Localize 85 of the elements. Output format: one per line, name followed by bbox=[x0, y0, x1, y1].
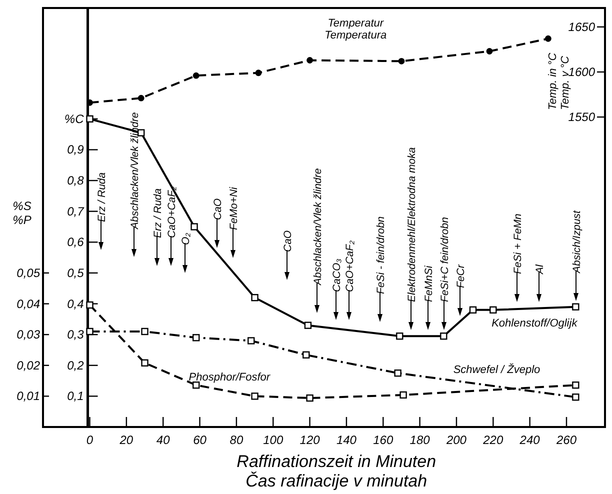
point bbox=[251, 294, 258, 302]
annotation: Abschlacken/Vlek žlindre bbox=[312, 168, 324, 286]
series-label: Phosphor/Fosfor bbox=[188, 372, 272, 384]
point bbox=[86, 301, 94, 309]
series-label: Kohlenstoff/Oglijk bbox=[492, 317, 578, 330]
point bbox=[86, 115, 94, 123]
annotation: FeSi+C fein/drobn bbox=[439, 216, 451, 302]
x-tick-label: 260 bbox=[555, 433, 577, 447]
point bbox=[572, 382, 580, 389]
annotation: FeCr bbox=[455, 264, 467, 288]
annotation: CaO+CaF₂ bbox=[344, 240, 356, 292]
y3-tick-label: 0,04 bbox=[16, 296, 40, 311]
y-tick-label: 0,7 bbox=[67, 204, 86, 218]
point bbox=[440, 332, 448, 340]
x-tick-label: 100 bbox=[263, 433, 284, 447]
annotation: Erz / Ruda bbox=[152, 188, 164, 238]
annotation: Absich/Izpust bbox=[571, 209, 583, 274]
point bbox=[572, 394, 580, 401]
x-tick-label: 120 bbox=[300, 433, 320, 447]
point bbox=[192, 334, 200, 342]
x-tick-label: 140 bbox=[336, 433, 357, 447]
y-tick-label: 0,2 bbox=[67, 358, 84, 372]
annotation: CaO+CaF₂ bbox=[166, 186, 178, 238]
y-tick-label: %C bbox=[64, 112, 84, 126]
annotation: CaO bbox=[212, 198, 224, 220]
point bbox=[306, 394, 314, 402]
x-tick-label: 220 bbox=[482, 433, 504, 447]
point bbox=[304, 322, 312, 329]
x-tick-label: 80 bbox=[230, 433, 244, 447]
point bbox=[572, 303, 580, 310]
point bbox=[544, 35, 552, 42]
point bbox=[248, 337, 255, 344]
y2-tick-label: 1600 bbox=[568, 64, 596, 79]
x-axis-title: Raffinationszeit in Minuten Čas rafinacije v minutah bbox=[236, 452, 436, 491]
y-tick-label: 0,4 bbox=[67, 296, 84, 311]
x-tick-label: 180 bbox=[410, 433, 430, 447]
x-tick-label: 20 bbox=[118, 433, 134, 447]
x-tick-label: 200 bbox=[445, 433, 467, 447]
point bbox=[255, 70, 262, 76]
annotation: FeMo+Ni bbox=[228, 186, 240, 230]
y-tick-label: 0,5 bbox=[67, 266, 84, 280]
y3-tick-label: 0,02 bbox=[16, 358, 40, 372]
annotation: FeSi - fein/drobn bbox=[375, 216, 387, 294]
y3-tick-label: 0,05 bbox=[16, 266, 40, 280]
point bbox=[490, 306, 497, 314]
x-tick-label: 240 bbox=[518, 433, 540, 447]
annotation: CaO bbox=[282, 230, 294, 252]
point bbox=[86, 328, 94, 336]
x-tick-label: 60 bbox=[193, 433, 207, 447]
point bbox=[141, 328, 148, 336]
point bbox=[141, 359, 148, 367]
point bbox=[486, 48, 493, 54]
y-tick-label: 0,8 bbox=[67, 174, 84, 188]
series-label: Temperatur Temperatura bbox=[324, 18, 387, 42]
point bbox=[398, 58, 405, 64]
point bbox=[394, 369, 402, 377]
y-tick-label: 0,1 bbox=[67, 389, 84, 404]
point bbox=[306, 57, 313, 64]
point bbox=[190, 223, 198, 230]
x-tick-label: 0 bbox=[86, 433, 94, 447]
y-tick-label: 0,9 bbox=[67, 142, 84, 157]
annotation: CaCO₃ bbox=[331, 258, 343, 292]
point bbox=[192, 72, 200, 79]
x-tick-label: 160 bbox=[373, 433, 394, 447]
annotation: FeMnSi bbox=[423, 265, 435, 302]
annotation: O₂ bbox=[180, 232, 192, 245]
y3-axis-title: %S %P bbox=[12, 199, 32, 227]
y3-tick-label: 0,03 bbox=[16, 328, 40, 342]
y-tick-label: 0,6 bbox=[67, 235, 84, 250]
y3-tick-label: 0,01 bbox=[16, 389, 40, 404]
annotation: Al bbox=[534, 264, 546, 275]
x-tick-label: 40 bbox=[156, 433, 170, 447]
annotation: FeSi + FeMn bbox=[512, 213, 524, 274]
y2-tick-label: 1650 bbox=[568, 20, 596, 34]
y-tick-label: 0,3 bbox=[67, 328, 84, 342]
y2-tick-label: 1550 bbox=[568, 110, 596, 124]
point bbox=[251, 392, 258, 400]
series-label: Schwefel / Žveplo bbox=[453, 363, 540, 376]
point bbox=[396, 332, 404, 340]
annotation: Erz / Ruda bbox=[96, 172, 108, 222]
point bbox=[302, 351, 310, 359]
point bbox=[400, 391, 407, 399]
point bbox=[469, 306, 477, 314]
point bbox=[138, 94, 144, 102]
annotation: Elektrodenmehl/Elektrodna moka bbox=[406, 147, 418, 302]
